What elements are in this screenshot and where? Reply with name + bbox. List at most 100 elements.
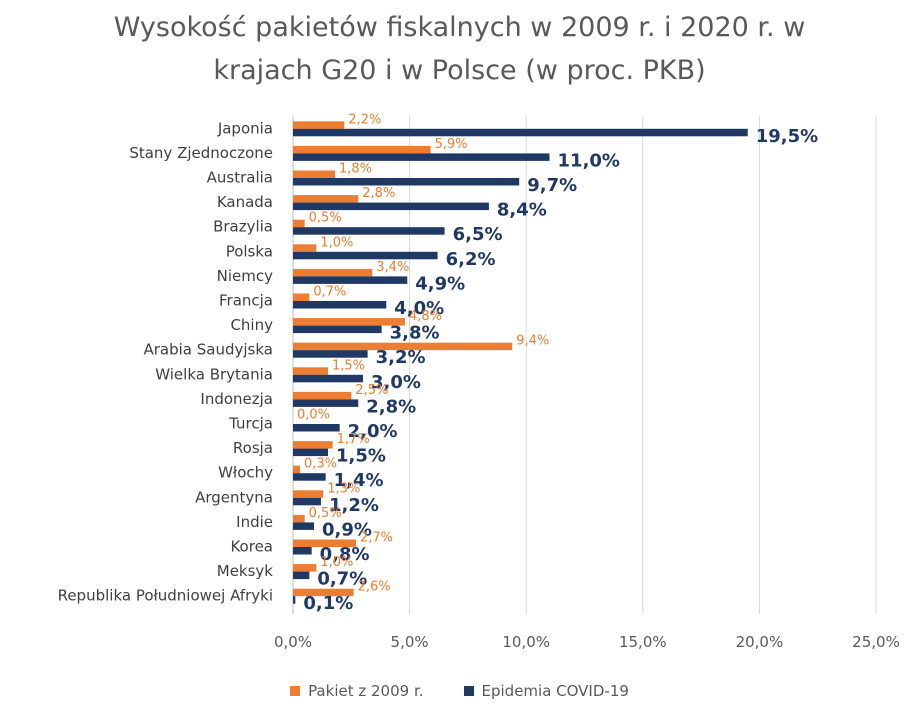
category-label: Wielka Brytania (155, 365, 273, 383)
data-label-covid: 6,2% (446, 249, 496, 270)
data-label-2009: 1,0% (320, 555, 353, 570)
data-label-2009: 0,5% (309, 211, 342, 226)
category-label: Rosja (233, 439, 273, 457)
data-label-2009: 0,7% (313, 285, 346, 300)
data-label-2009: 0,0% (297, 408, 330, 423)
data-label-covid: 6,5% (453, 224, 503, 245)
category-label: Polska (226, 242, 273, 260)
bar-covid (293, 473, 326, 481)
x-tick-label: 25,0% (852, 633, 900, 651)
data-label-2009: 1,0% (320, 235, 353, 250)
category-label: Meksyk (217, 562, 274, 580)
data-label-covid: 0,7% (317, 569, 367, 590)
data-label-covid: 3,2% (376, 347, 426, 368)
bar-2009 (293, 391, 352, 400)
category-label: Turcja (228, 415, 273, 433)
data-label-2009: 1,3% (327, 481, 360, 496)
chart-title-line-1: Wysokość pakietów fiskalnych w 2009 r. i… (113, 12, 806, 43)
data-label-covid: 1,5% (336, 446, 386, 467)
data-label-covid: 2,8% (366, 396, 416, 417)
bar-2009 (293, 170, 335, 178)
category-label: Indonezja (200, 390, 273, 408)
bar-2009 (293, 121, 345, 129)
data-label-2009: 1,8% (339, 162, 372, 177)
bar-2009 (293, 145, 431, 154)
data-label-2009: 0,3% (304, 457, 337, 472)
bar-2009 (293, 318, 405, 326)
data-label-covid: 4,0% (394, 298, 444, 319)
bar-covid (293, 596, 296, 604)
bar-2009 (293, 564, 317, 572)
bar-2009 (293, 367, 328, 375)
bar-covid (293, 178, 520, 186)
legend-label-2009: Pakiet z 2009 r. (308, 682, 424, 700)
bar-2009 (293, 490, 324, 498)
legend-swatch-covid (463, 686, 474, 696)
category-label: Indie (236, 513, 273, 531)
legend-item-2009: Pakiet z 2009 r. (290, 682, 424, 700)
bar-covid (293, 547, 312, 555)
data-label-covid: 0,1% (303, 593, 353, 614)
data-label-covid: 3,8% (390, 323, 440, 344)
category-label: Brazylia (213, 218, 273, 236)
x-tick-label: 5,0% (391, 633, 429, 651)
bar-covid (293, 350, 368, 358)
bar-covid (293, 448, 328, 457)
bar-covid (293, 227, 445, 235)
data-label-2009: 3,4% (376, 260, 409, 275)
bar-2009 (293, 465, 300, 474)
chart-title-line-2: krajach G20 i w Polsce (w proc. PKB) (213, 55, 706, 86)
data-label-2009: 2,7% (360, 531, 393, 546)
category-label: Japonia (217, 119, 273, 137)
bar-covid (293, 251, 438, 260)
bar-2009 (293, 293, 310, 301)
legend-item-covid: Epidemia COVID-19 (463, 682, 629, 700)
x-tick-label: 0,0% (274, 633, 312, 651)
bar-covid (293, 571, 310, 580)
data-label-2009: 4,8% (409, 309, 442, 324)
legend: Pakiet z 2009 r. Epidemia COVID-19 (0, 682, 919, 700)
category-label: Stany Zjednoczone (129, 144, 273, 162)
bar-covid (293, 522, 314, 530)
category-label: Chiny (230, 316, 273, 334)
data-label-2009: 1,5% (332, 358, 365, 373)
data-label-covid: 1,2% (329, 495, 379, 516)
data-label-covid: 0,8% (320, 544, 370, 565)
chart-title: Wysokość pakietów fiskalnych w 2009 r. i… (0, 6, 919, 92)
category-label: Niemcy (217, 267, 273, 285)
bar-covid (293, 128, 748, 137)
bar-2009 (293, 514, 305, 523)
bar-covid (293, 276, 408, 284)
data-label-covid: 2,0% (348, 421, 398, 442)
bar-covid (293, 325, 382, 334)
data-label-2009: 2,2% (348, 112, 381, 127)
bar-2009 (293, 342, 513, 351)
bar-covid (293, 497, 321, 506)
x-tick-label: 10,0% (502, 633, 550, 651)
data-label-covid: 9,7% (527, 175, 577, 196)
bar-2009 (293, 539, 356, 547)
data-label-covid: 0,9% (322, 519, 372, 540)
bar-2009 (293, 244, 317, 252)
bar-2009 (293, 441, 333, 449)
bar-2009 (293, 588, 354, 597)
bar-covid (293, 153, 550, 161)
bar-covid (293, 202, 489, 211)
data-label-2009: 1,7% (337, 432, 370, 447)
data-label-covid: 11,0% (558, 150, 620, 171)
x-tick-label: 15,0% (619, 633, 667, 651)
data-label-covid: 8,4% (497, 200, 547, 221)
data-label-covid: 19,5% (756, 126, 818, 147)
data-label-2009: 0,5% (309, 506, 342, 521)
category-label: Francja (219, 292, 273, 310)
data-label-covid: 4,9% (415, 273, 465, 294)
data-label-2009: 5,9% (435, 137, 468, 152)
bar-covid (293, 424, 340, 432)
data-label-2009: 2,6% (358, 580, 391, 595)
category-label: Australia (207, 169, 273, 187)
bar-covid (293, 301, 387, 309)
category-label: Kanada (217, 193, 273, 211)
bar-2009 (293, 219, 305, 228)
legend-label-covid: Epidemia COVID-19 (481, 682, 629, 700)
data-label-covid: 1,4% (334, 470, 384, 491)
